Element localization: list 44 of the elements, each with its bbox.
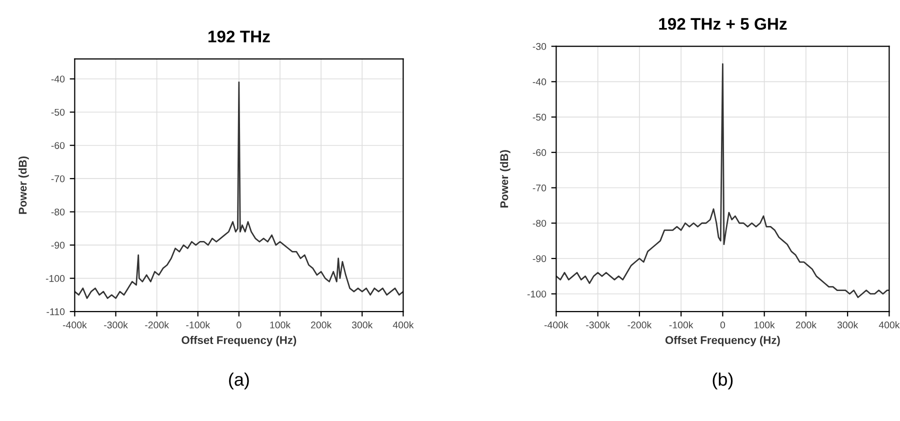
x-tick-label: 100k <box>270 321 291 328</box>
y-tick-label: -90 <box>532 255 546 262</box>
x-tick-label: 100k <box>754 321 775 328</box>
x-tick-label: 300k <box>352 321 373 328</box>
chart-title: 192 THz + 5 GHz <box>659 18 787 30</box>
y-axis-title: Power (dB) <box>18 156 29 214</box>
line-series <box>556 63 890 298</box>
x-axis-title: Offset Frequency (Hz) <box>182 336 296 346</box>
y-tick-label: -50 <box>51 108 65 116</box>
x-tick-label: 400k <box>392 321 414 328</box>
x-axis-title: Offset Frequency (Hz) <box>665 336 780 346</box>
x-tick-label: -200k <box>145 321 169 328</box>
text: (a) <box>229 372 249 390</box>
chart-title: 192 THz <box>208 30 270 42</box>
y-tick-label: -80 <box>51 208 65 216</box>
y-tick-label: -90 <box>51 242 65 249</box>
y-tick-label: -70 <box>532 184 546 192</box>
x-tick-label: 400k <box>878 321 900 328</box>
x-tick-label: -200k <box>628 321 652 328</box>
x-tick-label: -400k <box>62 321 87 328</box>
text: (b) <box>712 372 733 390</box>
x-tick-label: -300k <box>586 321 610 328</box>
x-tick-label: 200k <box>311 321 332 328</box>
x-tick-label: -100k <box>186 321 210 328</box>
x-tick-label: 0 <box>236 322 242 328</box>
y-tick-label: -40 <box>51 76 65 82</box>
line-series <box>74 82 404 299</box>
y-tick-label: -30 <box>532 43 546 50</box>
y-tick-label: -70 <box>51 175 65 182</box>
y-tick-label: -110 <box>46 308 65 316</box>
y-tick-label: -100 <box>46 275 65 282</box>
y-tick-label: -100 <box>527 290 546 298</box>
x-tick-label: 200k <box>796 321 817 328</box>
y-tick-label: -60 <box>532 149 546 156</box>
x-tick-label: 300k <box>837 321 858 328</box>
y-axis-title: Power (dB) <box>500 150 510 208</box>
x-tick-label: -300k <box>104 321 128 328</box>
y-tick-label: -50 <box>532 114 546 121</box>
y-tick-label: -40 <box>532 78 546 86</box>
y-tick-label: -60 <box>51 142 65 149</box>
y-tick-label: -80 <box>532 220 546 227</box>
x-tick-label: 0 <box>720 322 726 328</box>
x-tick-label: -400k <box>544 321 568 328</box>
x-tick-label: -100k <box>669 321 694 328</box>
